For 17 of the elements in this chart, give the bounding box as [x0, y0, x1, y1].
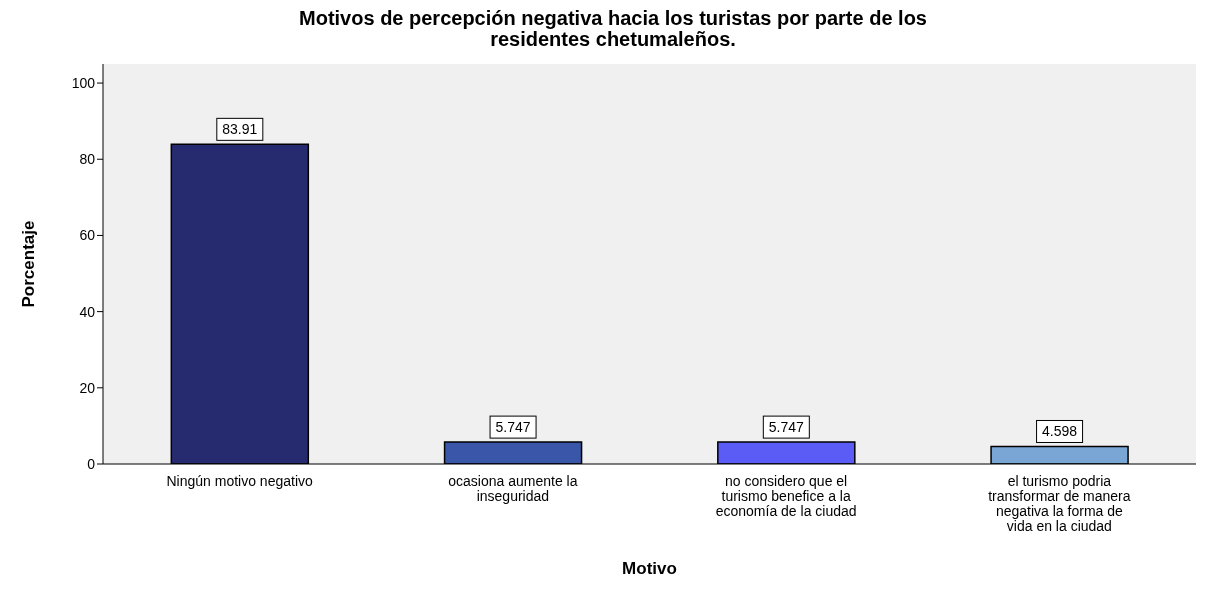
y-tick-label: 100 — [71, 75, 96, 92]
data-label: 5.747 — [768, 419, 805, 436]
y-tick-label: 40 — [79, 303, 96, 320]
data-label: 4.598 — [1042, 423, 1078, 440]
data-label: 5.747 — [495, 419, 531, 436]
x-tick-label: Ningún motivo negativo — [166, 473, 313, 489]
y-tick-label: 60 — [79, 227, 96, 244]
x-tick-label: ocasiona aumente la inseguridad — [448, 473, 578, 504]
y-axis-title: Porcentaje — [19, 220, 39, 308]
y-tick-label: 80 — [79, 151, 96, 168]
x-tick-label: no considero que el turismo benefice a la economía de la ciudad — [715, 473, 857, 519]
x-axis-title: Motivo — [622, 559, 677, 578]
y-tick-label: 20 — [79, 379, 96, 396]
chart-title: Motivos de percepción negativa hacia los turistas por parte de los residentes chetumaleños. — [298, 7, 928, 52]
x-tick-label: el turismo podria transformar de manera negativa la forma de vida en la ciudad — [988, 473, 1131, 534]
data-label: 83.91 — [222, 121, 258, 138]
y-tick-label: 0 — [87, 455, 96, 472]
